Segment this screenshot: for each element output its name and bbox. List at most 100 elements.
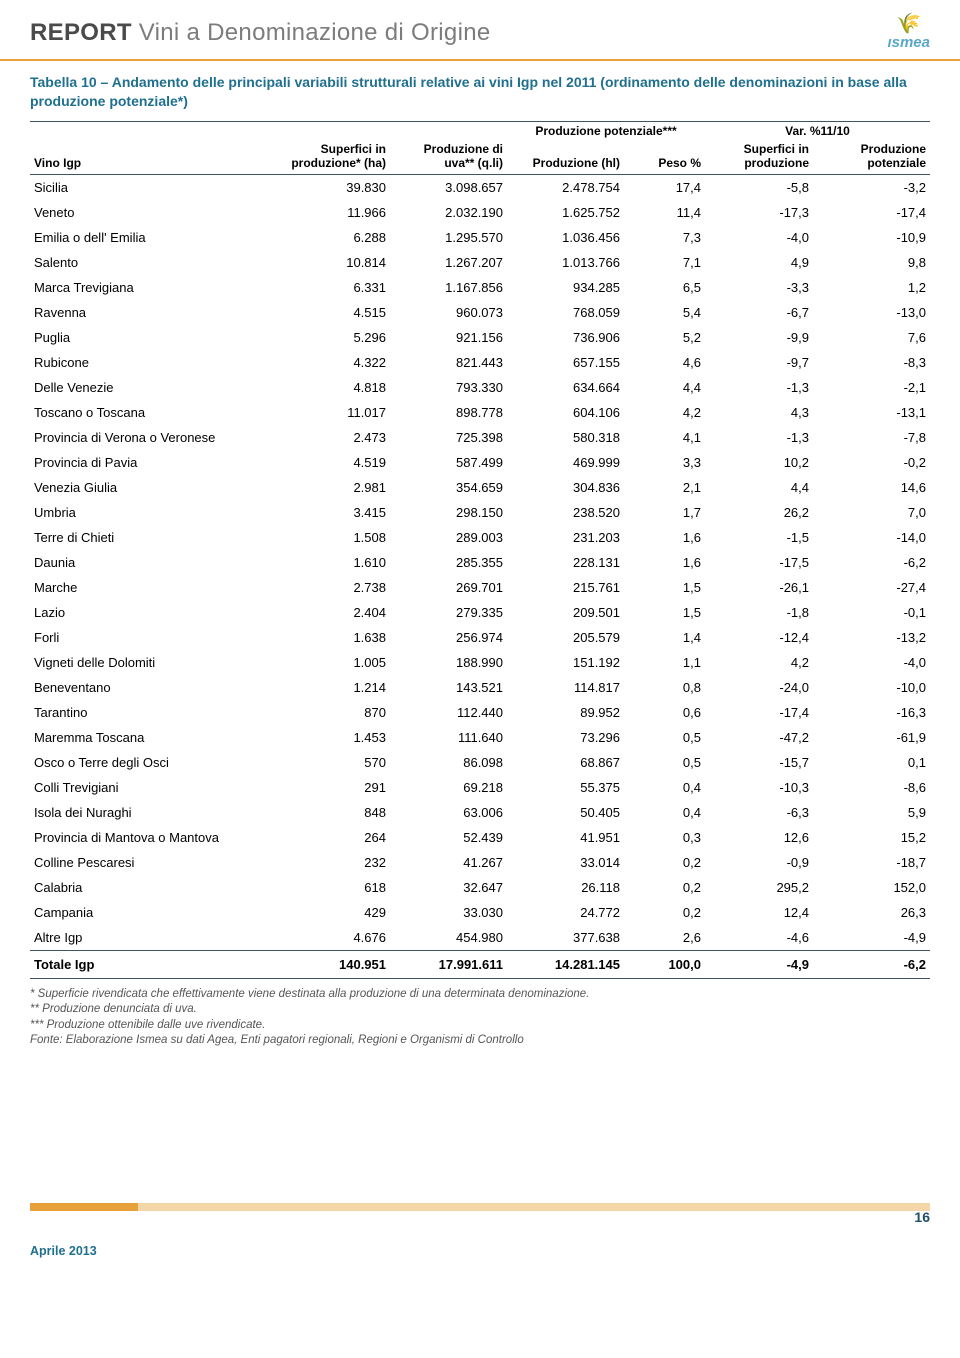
table-row: Marche2.738269.701215.7611,5-26,1-27,4 xyxy=(30,575,930,600)
cell-vs: 10,2 xyxy=(705,450,813,475)
cell-vs: -9,7 xyxy=(705,350,813,375)
cell-sup: 11.017 xyxy=(282,400,390,425)
cell-vino: Sicilia xyxy=(30,174,282,200)
table-row: Osco o Terre degli Osci57086.09868.8670,… xyxy=(30,750,930,775)
cell-vino: Provincia di Pavia xyxy=(30,450,282,475)
cell-vs: -3,3 xyxy=(705,275,813,300)
cell-prod: 634.664 xyxy=(507,375,624,400)
cell-vp: 9,8 xyxy=(813,250,930,275)
cell-peso: 0,5 xyxy=(624,725,705,750)
table-row: Campania42933.03024.7720,212,426,3 xyxy=(30,900,930,925)
cell-prod: 469.999 xyxy=(507,450,624,475)
cell-vs: 12,4 xyxy=(705,900,813,925)
cell-vino: Osco o Terre degli Osci xyxy=(30,750,282,775)
cell-uva: 17.991.611 xyxy=(390,950,507,978)
cell-vino: Ravenna xyxy=(30,300,282,325)
cell-peso: 7,3 xyxy=(624,225,705,250)
table-row: Colli Trevigiani29169.21855.3750,4-10,3-… xyxy=(30,775,930,800)
report-title: REPORT Vini a Denominazione di Origine xyxy=(30,19,491,47)
table-row: Ravenna4.515960.073768.0595,4-6,7-13,0 xyxy=(30,300,930,325)
footnote: *** Produzione ottenibile dalle uve rive… xyxy=(30,1018,930,1034)
cell-peso: 0,2 xyxy=(624,850,705,875)
cell-vp: -4,9 xyxy=(813,925,930,951)
cell-prod: 33.014 xyxy=(507,850,624,875)
cell-sup: 1.005 xyxy=(282,650,390,675)
cell-sup: 2.473 xyxy=(282,425,390,450)
cell-sup: 1.214 xyxy=(282,675,390,700)
cell-peso: 1,5 xyxy=(624,575,705,600)
cell-vp: 152,0 xyxy=(813,875,930,900)
cell-vs: -1,8 xyxy=(705,600,813,625)
cell-prod: 657.155 xyxy=(507,350,624,375)
cell-vino: Delle Venezie xyxy=(30,375,282,400)
table-row: Toscano o Toscana11.017898.778604.1064,2… xyxy=(30,400,930,425)
cell-sup: 6.288 xyxy=(282,225,390,250)
table-row-total: Totale Igp140.95117.991.61114.281.145100… xyxy=(30,950,930,978)
cell-vp: -13,0 xyxy=(813,300,930,325)
cell-vp: -13,1 xyxy=(813,400,930,425)
content-area: Tabella 10 – Andamento delle principali … xyxy=(0,61,960,1049)
cell-vp: 26,3 xyxy=(813,900,930,925)
table-body: Sicilia39.8303.098.6572.478.75417,4-5,8-… xyxy=(30,174,930,978)
cell-vs: -12,4 xyxy=(705,625,813,650)
cell-vs: 4,4 xyxy=(705,475,813,500)
footnote: * Superficie rivendicata che effettivame… xyxy=(30,987,930,1003)
cell-sup: 870 xyxy=(282,700,390,725)
cell-prod: 24.772 xyxy=(507,900,624,925)
cell-prod: 768.059 xyxy=(507,300,624,325)
cell-sup: 2.981 xyxy=(282,475,390,500)
cell-prod: 89.952 xyxy=(507,700,624,725)
cell-prod: 1.625.752 xyxy=(507,200,624,225)
page-footer: 16 xyxy=(0,1209,960,1243)
wheat-icon: 🌾 xyxy=(896,14,921,34)
cell-prod: 14.281.145 xyxy=(507,950,624,978)
table-row: Beneventano1.214143.521114.8170,8-24,0-1… xyxy=(30,675,930,700)
cell-vp: -3,2 xyxy=(813,174,930,200)
cell-prod: 736.906 xyxy=(507,325,624,350)
col-group-produzione: Produzione potenziale*** xyxy=(507,121,705,140)
cell-vs: -1,5 xyxy=(705,525,813,550)
cell-vino: Isola dei Nuraghi xyxy=(30,800,282,825)
table-row: Vigneti delle Dolomiti1.005188.990151.19… xyxy=(30,650,930,675)
cell-peso: 1,1 xyxy=(624,650,705,675)
table-row: Salento10.8141.267.2071.013.7667,14,99,8 xyxy=(30,250,930,275)
cell-prod: 26.118 xyxy=(507,875,624,900)
cell-prod: 1.013.766 xyxy=(507,250,624,275)
cell-prod: 205.579 xyxy=(507,625,624,650)
cell-vs: 12,6 xyxy=(705,825,813,850)
table-row: Marca Trevigiana6.3311.167.856934.2856,5… xyxy=(30,275,930,300)
cell-vs: 26,2 xyxy=(705,500,813,525)
cell-sup: 10.814 xyxy=(282,250,390,275)
cell-sup: 1.610 xyxy=(282,550,390,575)
cell-vs: -4,0 xyxy=(705,225,813,250)
cell-vs: -5,8 xyxy=(705,174,813,200)
cell-vino: Rubicone xyxy=(30,350,282,375)
cell-vino: Vigneti delle Dolomiti xyxy=(30,650,282,675)
cell-vs: -17,5 xyxy=(705,550,813,575)
cell-uva: 52.439 xyxy=(390,825,507,850)
cell-prod: 209.501 xyxy=(507,600,624,625)
cell-vino: Colline Pescaresi xyxy=(30,850,282,875)
cell-prod: 50.405 xyxy=(507,800,624,825)
cell-prod: 377.638 xyxy=(507,925,624,951)
cell-vs: -26,1 xyxy=(705,575,813,600)
footer-bar xyxy=(30,1203,930,1211)
cell-vs: 4,3 xyxy=(705,400,813,425)
cell-prod: 1.036.456 xyxy=(507,225,624,250)
cell-vino: Totale Igp xyxy=(30,950,282,978)
cell-sup: 4.322 xyxy=(282,350,390,375)
cell-sup: 291 xyxy=(282,775,390,800)
cell-peso: 0,2 xyxy=(624,875,705,900)
cell-prod: 304.836 xyxy=(507,475,624,500)
cell-vp: -6,2 xyxy=(813,950,930,978)
cell-peso: 1,6 xyxy=(624,550,705,575)
cell-vs: -6,3 xyxy=(705,800,813,825)
cell-prod: 604.106 xyxy=(507,400,624,425)
cell-prod: 238.520 xyxy=(507,500,624,525)
cell-peso: 3,3 xyxy=(624,450,705,475)
table-row: Terre di Chieti1.508289.003231.2031,6-1,… xyxy=(30,525,930,550)
cell-uva: 32.647 xyxy=(390,875,507,900)
cell-sup: 6.331 xyxy=(282,275,390,300)
cell-peso: 7,1 xyxy=(624,250,705,275)
cell-vs: -15,7 xyxy=(705,750,813,775)
